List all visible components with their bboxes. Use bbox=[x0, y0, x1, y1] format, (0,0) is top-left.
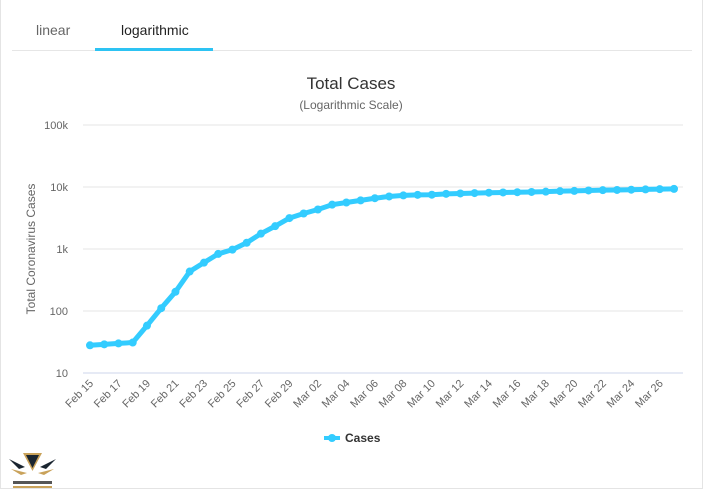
data-point bbox=[613, 185, 622, 194]
x-tick-label: Feb 27 bbox=[234, 378, 267, 411]
data-point bbox=[499, 188, 508, 197]
data-point bbox=[328, 200, 337, 209]
x-tick-label: Mar 12 bbox=[434, 378, 467, 411]
data-point bbox=[228, 245, 237, 254]
series-line-cases bbox=[89, 186, 675, 348]
data-point bbox=[114, 339, 123, 348]
data-point bbox=[655, 185, 664, 194]
data-point bbox=[242, 238, 251, 247]
data-point bbox=[370, 194, 379, 203]
y-tick-label: 10 bbox=[56, 368, 68, 380]
x-tick-label: Feb 17 bbox=[92, 378, 125, 411]
x-tick-label: Feb 25 bbox=[206, 378, 239, 411]
y-tick-label: 100k bbox=[44, 120, 68, 132]
data-point bbox=[313, 205, 322, 214]
data-point bbox=[128, 338, 137, 347]
data-point bbox=[470, 189, 479, 198]
data-point bbox=[299, 209, 308, 218]
x-tick-label: Mar 04 bbox=[320, 378, 353, 411]
data-point bbox=[670, 184, 678, 193]
x-tick-label: Mar 02 bbox=[291, 378, 324, 411]
data-point bbox=[427, 190, 436, 199]
data-point bbox=[171, 287, 180, 296]
x-tick-label: Feb 23 bbox=[177, 378, 210, 411]
data-point bbox=[584, 186, 593, 195]
chart-title: Total Cases bbox=[307, 74, 396, 93]
data-point bbox=[598, 186, 607, 195]
arab-defense-forum-logo bbox=[5, 447, 60, 490]
data-point bbox=[185, 267, 194, 276]
data-point bbox=[641, 185, 650, 194]
x-tick-label: Feb 21 bbox=[149, 378, 182, 411]
data-point bbox=[442, 189, 451, 198]
x-tick-label: Feb 15 bbox=[63, 378, 96, 411]
legend-marker-icon bbox=[328, 434, 336, 442]
data-point bbox=[271, 222, 280, 231]
x-tick-label: Mar 08 bbox=[377, 378, 410, 411]
data-point bbox=[142, 321, 151, 330]
data-point bbox=[456, 189, 465, 198]
data-point bbox=[356, 196, 365, 205]
data-point bbox=[627, 185, 636, 194]
tab-logarithmic[interactable]: logarithmic bbox=[121, 22, 189, 38]
data-point bbox=[385, 192, 394, 201]
data-point bbox=[214, 249, 223, 258]
data-point bbox=[513, 188, 522, 197]
data-point bbox=[157, 304, 166, 313]
x-tick-label: Mar 06 bbox=[348, 378, 381, 411]
data-point bbox=[285, 214, 294, 223]
data-point bbox=[199, 258, 208, 267]
data-point bbox=[541, 187, 550, 196]
data-point bbox=[256, 229, 265, 238]
x-tick-label: Feb 19 bbox=[120, 378, 153, 411]
legend-item-cases: Cases bbox=[345, 431, 381, 445]
x-tick-label: Mar 24 bbox=[605, 378, 638, 411]
active-tab-indicator bbox=[95, 48, 213, 51]
tab-linear[interactable]: linear bbox=[36, 22, 71, 38]
data-point bbox=[556, 187, 565, 196]
data-point bbox=[86, 341, 94, 350]
y-tick-label: 1k bbox=[56, 244, 68, 256]
x-tick-label: Feb 29 bbox=[263, 378, 296, 411]
scale-tabs: linear logarithmic bbox=[12, 0, 692, 51]
x-tick-label: Mar 16 bbox=[491, 378, 524, 411]
x-tick-label: Mar 22 bbox=[576, 378, 609, 411]
chart-subtitle: (Logarithmic Scale) bbox=[299, 98, 402, 112]
x-tick-label: Mar 26 bbox=[633, 378, 666, 411]
y-axis-label: Total Coronavirus Cases bbox=[24, 184, 38, 315]
data-point bbox=[399, 191, 408, 200]
x-tick-label: Mar 20 bbox=[548, 378, 581, 411]
y-tick-label: 100 bbox=[50, 306, 68, 318]
x-tick-label: Mar 14 bbox=[462, 378, 495, 411]
data-point bbox=[570, 186, 579, 195]
data-point bbox=[413, 190, 422, 199]
y-tick-label: 10k bbox=[50, 182, 68, 194]
data-point bbox=[527, 187, 536, 196]
data-point bbox=[484, 188, 493, 197]
data-point bbox=[100, 340, 109, 349]
x-tick-label: Mar 10 bbox=[405, 378, 438, 411]
data-point bbox=[342, 198, 351, 207]
x-tick-label: Mar 18 bbox=[519, 378, 552, 411]
